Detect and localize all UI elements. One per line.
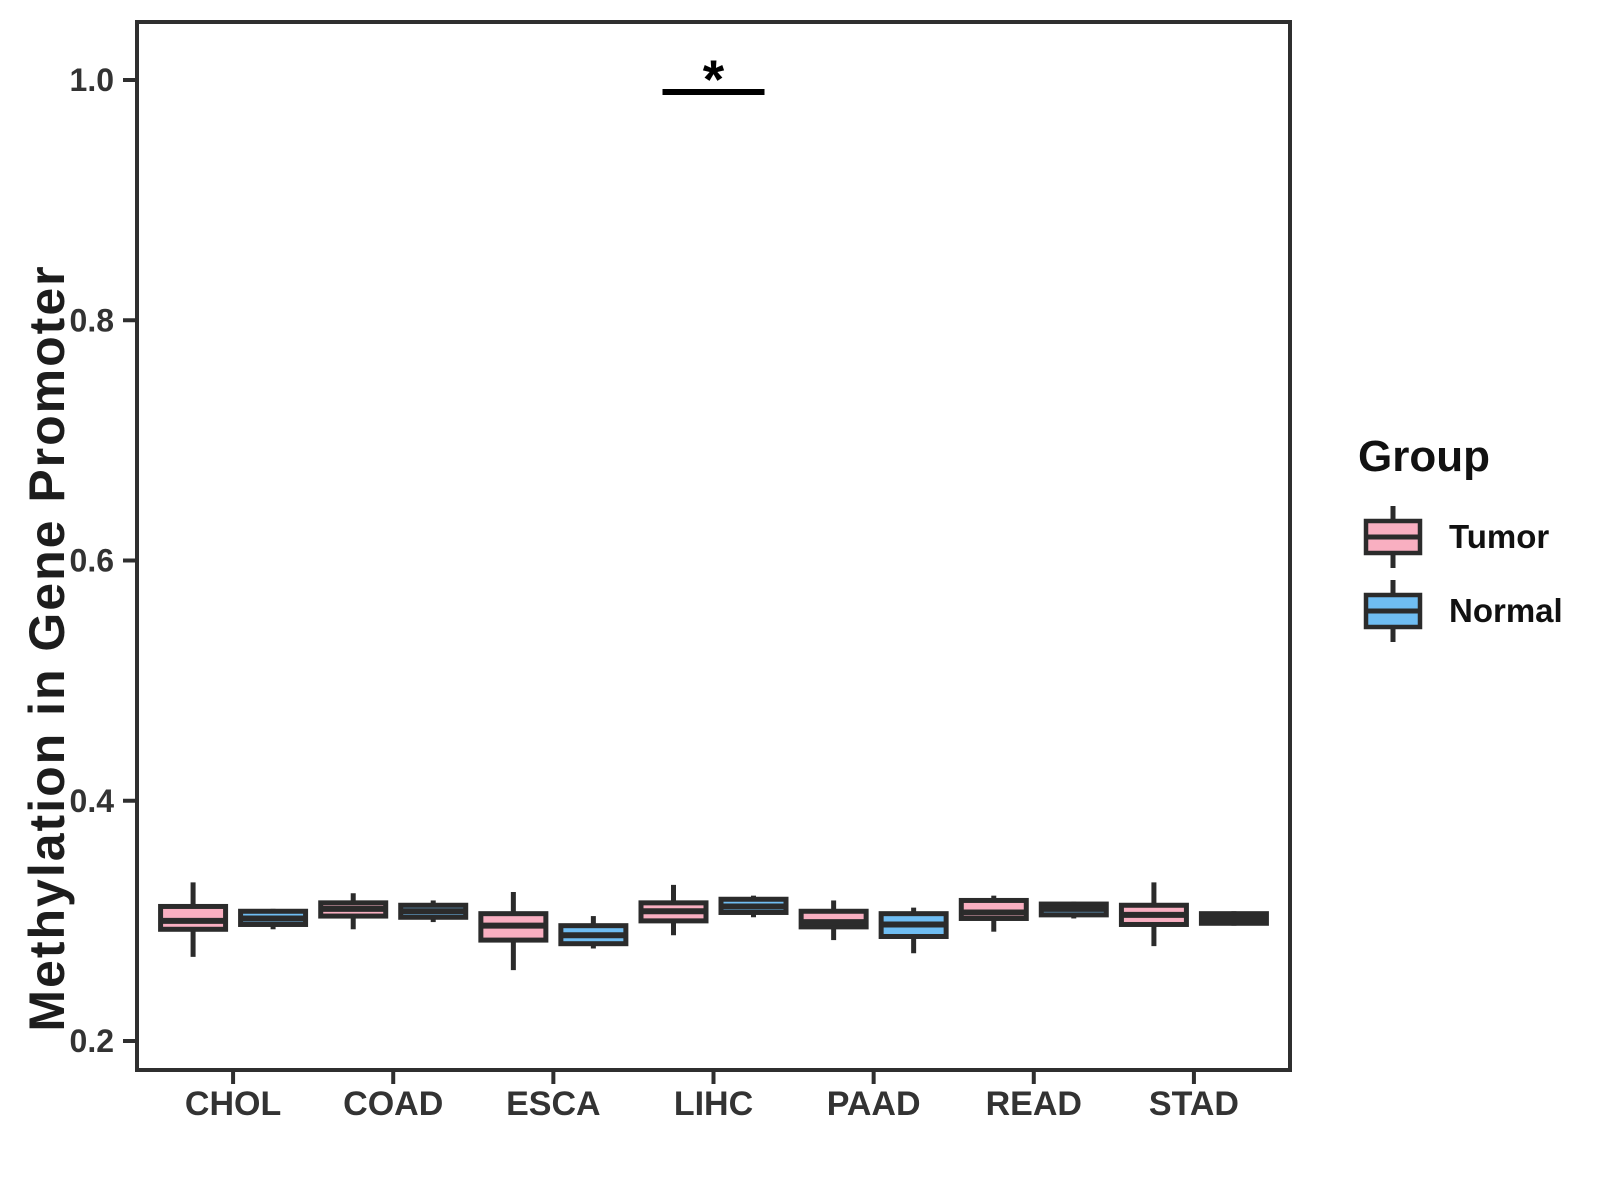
y-axis-title: Methylation in Gene Promoter bbox=[19, 264, 75, 1032]
legend-item-normal: Normal bbox=[1330, 574, 1600, 648]
y-tick-label: 1.0 bbox=[70, 62, 114, 98]
box-chol-tumor bbox=[158, 882, 229, 957]
x-tick-label-read: READ bbox=[986, 1085, 1082, 1123]
y-tick-label: 0.4 bbox=[70, 783, 115, 819]
legend-title: Group bbox=[1358, 432, 1490, 481]
y-tick-label: 0.6 bbox=[70, 543, 114, 579]
x-tick-label-coad: COAD bbox=[343, 1085, 443, 1123]
x-tick-label-stad: STAD bbox=[1149, 1085, 1239, 1123]
panel-border bbox=[135, 20, 1292, 1072]
box-paad-normal bbox=[878, 907, 949, 954]
legend-label-tumor: Tumor bbox=[1449, 518, 1550, 555]
box-read-normal bbox=[1038, 901, 1109, 919]
y-tick-label: 0.8 bbox=[70, 302, 114, 338]
box-chol-normal bbox=[238, 908, 309, 930]
box-lihc-tumor bbox=[638, 884, 709, 936]
y-tick-label: 0.2 bbox=[70, 1023, 114, 1059]
box-coad-tumor bbox=[318, 893, 389, 930]
legend-label-normal: Normal bbox=[1449, 592, 1563, 629]
box-lihc-normal bbox=[718, 895, 789, 918]
box-coad-normal bbox=[398, 900, 469, 923]
box-paad-tumor bbox=[798, 900, 869, 941]
x-tick-label-lihc: LIHC bbox=[674, 1085, 753, 1123]
box-stad-tumor bbox=[1118, 882, 1189, 947]
box-stad-normal bbox=[1198, 911, 1269, 926]
tumor-boxplot-key-icon bbox=[1363, 506, 1423, 568]
x-tick-label-chol: CHOL bbox=[185, 1085, 281, 1123]
box-esca-tumor bbox=[478, 892, 549, 971]
legend: Group Tumor Normal bbox=[1330, 432, 1600, 648]
x-tick-label-esca: ESCA bbox=[506, 1085, 600, 1123]
box-read-tumor bbox=[958, 895, 1029, 932]
legend-item-tumor: Tumor bbox=[1330, 500, 1600, 574]
significance-star: * bbox=[703, 48, 725, 110]
normal-boxplot-key-icon bbox=[1363, 580, 1423, 642]
box-esca-normal bbox=[558, 916, 629, 949]
x-tick-label-paad: PAAD bbox=[827, 1085, 921, 1123]
